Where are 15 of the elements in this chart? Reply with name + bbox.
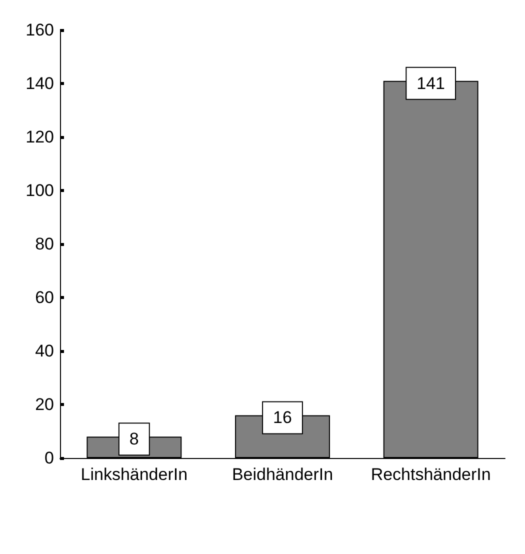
y-tick-label: 140 xyxy=(26,74,54,93)
y-tick-label: 40 xyxy=(35,342,54,360)
y-tick-label: 120 xyxy=(26,128,54,146)
y-tick-label: 0 xyxy=(44,448,54,468)
x-tick-label: BeidhänderIn xyxy=(232,465,334,484)
data-label: 16 xyxy=(273,408,292,428)
y-tick-label: 160 xyxy=(26,20,54,40)
data-label: 141 xyxy=(416,74,446,93)
y-tick-label: 80 xyxy=(35,234,54,254)
y-tick-label: 100 xyxy=(26,181,54,200)
data-label: 8 xyxy=(129,430,139,449)
y-tick-label: 20 xyxy=(35,395,54,414)
x-tick-label: LinkshänderIn xyxy=(80,465,188,484)
y-tick-label: 60 xyxy=(35,288,54,307)
x-tick-label: RechtshänderIn xyxy=(370,465,491,484)
